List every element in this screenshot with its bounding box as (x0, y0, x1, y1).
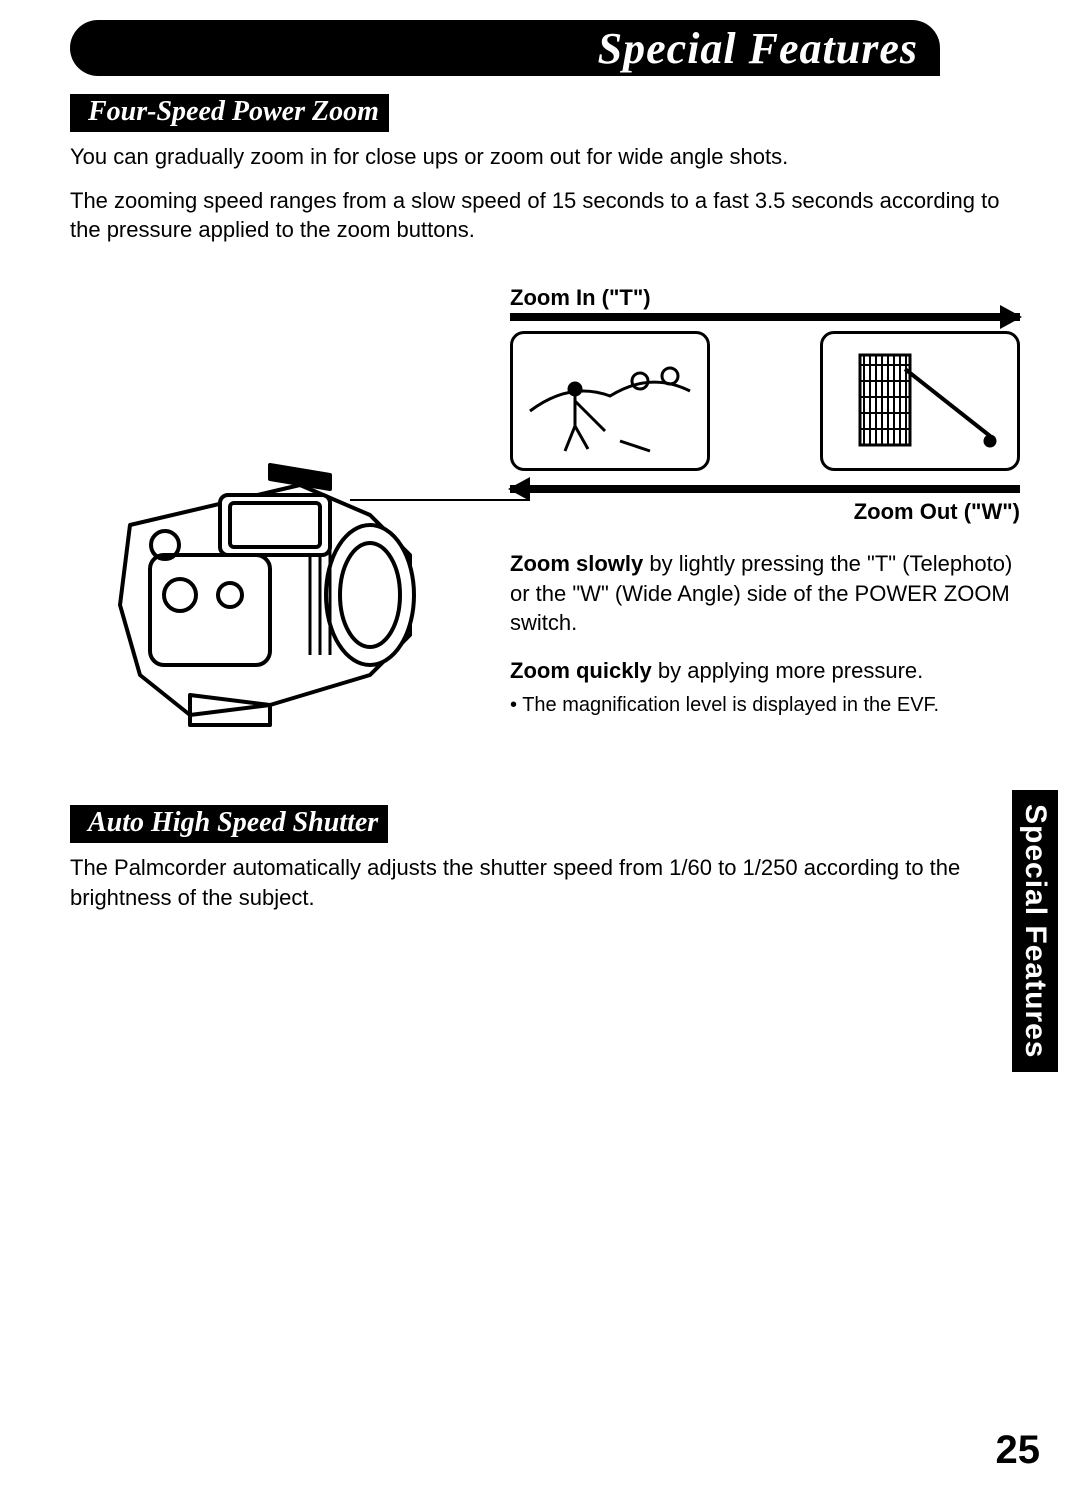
callout-line (350, 499, 530, 501)
zoom-in-label: Zoom In ("T") (510, 285, 1020, 311)
golfer-tele-icon (830, 341, 1010, 461)
zoom-quickly-desc: Zoom quickly by applying more pressure. (510, 656, 1020, 686)
page-number: 25 (996, 1428, 1041, 1473)
section-zoom: Four-Speed Power Zoom (70, 94, 1020, 132)
section-heading-shutter: Auto High Speed Shutter (74, 805, 388, 843)
zoom-quickly-rest: by applying more pressure. (652, 658, 923, 683)
arrow-right-icon (510, 313, 1020, 321)
thumb-wide (510, 331, 710, 471)
zoom-quickly-bold: Zoom quickly (510, 658, 652, 683)
zoom-diagram-row: Zoom In ("T") (70, 285, 1020, 745)
camera-illustration (70, 445, 450, 745)
zoom-slowly-desc: Zoom slowly by lightly pressing the "T" … (510, 549, 1020, 638)
zoom-out-label: Zoom Out ("W") (510, 499, 1020, 525)
page-title: Special Features (598, 23, 918, 74)
camcorder-icon (70, 445, 450, 745)
section-heading-zoom: Four-Speed Power Zoom (74, 94, 389, 132)
zoom-note: The magnification level is displayed in … (510, 692, 1020, 718)
zoom-para-2: The zooming speed ranges from a slow spe… (70, 186, 1020, 245)
side-tab: Special Features (1012, 790, 1058, 1072)
page-title-banner: Special Features (70, 20, 940, 76)
arrow-left-icon (510, 485, 1020, 493)
thumb-tele (820, 331, 1020, 471)
zoom-slowly-bold: Zoom slowly (510, 551, 643, 576)
zoom-controls-col: Zoom In ("T") (510, 285, 1020, 745)
camera-illustration-col (70, 285, 490, 745)
shutter-para-1: The Palmcorder automatically adjusts the… (70, 853, 1020, 912)
section-shutter: Auto High Speed Shutter (70, 805, 1020, 843)
zoom-thumbnails (510, 331, 1020, 471)
zoom-para-1: You can gradually zoom in for close ups … (70, 142, 1020, 172)
golfer-wide-icon (520, 341, 700, 461)
